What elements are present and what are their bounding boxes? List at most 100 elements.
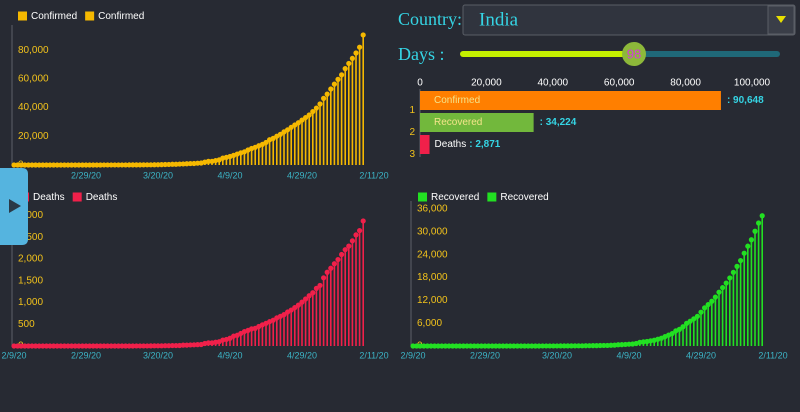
bar-marker [25,343,31,349]
bar-marker [299,299,305,305]
bar-marker [18,162,24,168]
dropdown[interactable] [462,4,796,36]
legend-label: Confirmed [98,11,144,22]
bar-marker [328,265,334,271]
bar [420,91,721,110]
bar-marker [360,218,366,224]
bar [754,231,756,346]
bar-marker [442,343,448,349]
bar [240,333,242,346]
bar [326,94,328,165]
dropdown-arrow [776,16,786,23]
bar [286,129,289,165]
y-tick-label: 12,000 [417,295,448,306]
bar-marker [586,343,593,349]
bar-marker [324,269,330,275]
bar [344,249,346,346]
bar [229,156,231,165]
bar-marker [486,343,492,349]
bar-marker [43,343,50,349]
slider-thumb[interactable] [622,42,646,66]
bar [743,253,745,346]
bar-marker [694,313,701,319]
y-tick-label: 24,000 [417,249,448,260]
bar [279,316,282,346]
bar-marker [565,343,571,349]
bar [258,145,260,165]
y-tick-label: 20,000 [18,131,49,142]
bar-marker [457,343,463,349]
bar-marker [29,162,35,168]
bar-marker [550,343,557,349]
bar-marker [518,343,524,349]
y-tick-label: 2,500 [18,232,43,243]
value-label: : 34,224 [540,117,577,128]
bar-marker [543,343,549,349]
bar [286,312,289,346]
charts: 0 20,000 40,000 60,000 80,000 2/29/20 3/20/20 4… [1,11,787,360]
y-tick-label: 1 [409,105,415,116]
bar-marker [101,343,107,349]
bar [330,268,332,346]
bar [304,117,307,165]
country-selector[interactable]: Country: India [398,4,796,36]
bar [420,135,430,154]
bar-marker [317,101,323,107]
bar-marker [522,343,528,349]
bar-marker [292,305,298,311]
bar [700,312,702,346]
bar-marker [97,162,103,168]
bar-marker [738,257,744,264]
legend-swatch [85,11,95,21]
bar-marker [583,343,589,349]
bar [301,302,303,346]
bar-marker [79,343,85,349]
y-tick-label: 3,000 [18,210,43,221]
x-tick-label: 2/9/20 [400,350,425,360]
x-tick-label: 4/29/20 [686,350,716,360]
bar-marker [478,343,484,349]
x-tick-label: 3/20/20 [143,350,173,360]
bar-marker [317,282,323,289]
bar [736,266,738,346]
slider-track[interactable] [634,51,780,57]
bar [685,323,688,346]
bar-marker [151,343,157,349]
bar-marker [328,86,334,92]
legend-label: Deaths [86,192,118,203]
y-tick-label: 80,000 [18,45,49,56]
bar-marker [141,343,147,349]
bar-marker [285,127,291,133]
bar-label: Confirmed [434,95,480,106]
bar [319,104,321,165]
y-tick-label: 3 [409,149,415,160]
country-label: Country: [398,9,462,29]
bar-marker [137,343,143,349]
legend-label: Confirmed [31,11,77,22]
bar-marker [148,343,154,349]
bar [333,263,336,346]
bar-marker [669,330,675,337]
bar-marker [745,243,751,249]
bar [761,215,763,346]
bar-marker [414,343,420,349]
bar-marker [108,162,114,168]
bar-marker [54,162,60,168]
side-toggle[interactable] [0,168,28,245]
bar-marker [439,343,445,349]
bar [344,68,346,165]
days-slider[interactable]: Days : 98 [398,42,780,66]
bar [671,333,673,346]
bar-marker [173,342,179,349]
bar-marker [705,301,711,308]
bar-marker [83,162,89,168]
bar-marker [471,343,477,349]
bar-marker [514,343,521,349]
bar-marker [69,162,75,168]
bar-marker [79,162,85,168]
bar-marker [342,247,348,253]
bar [340,74,343,165]
bar-marker [123,162,129,168]
bar-marker [716,289,722,295]
bar-marker [321,95,327,101]
